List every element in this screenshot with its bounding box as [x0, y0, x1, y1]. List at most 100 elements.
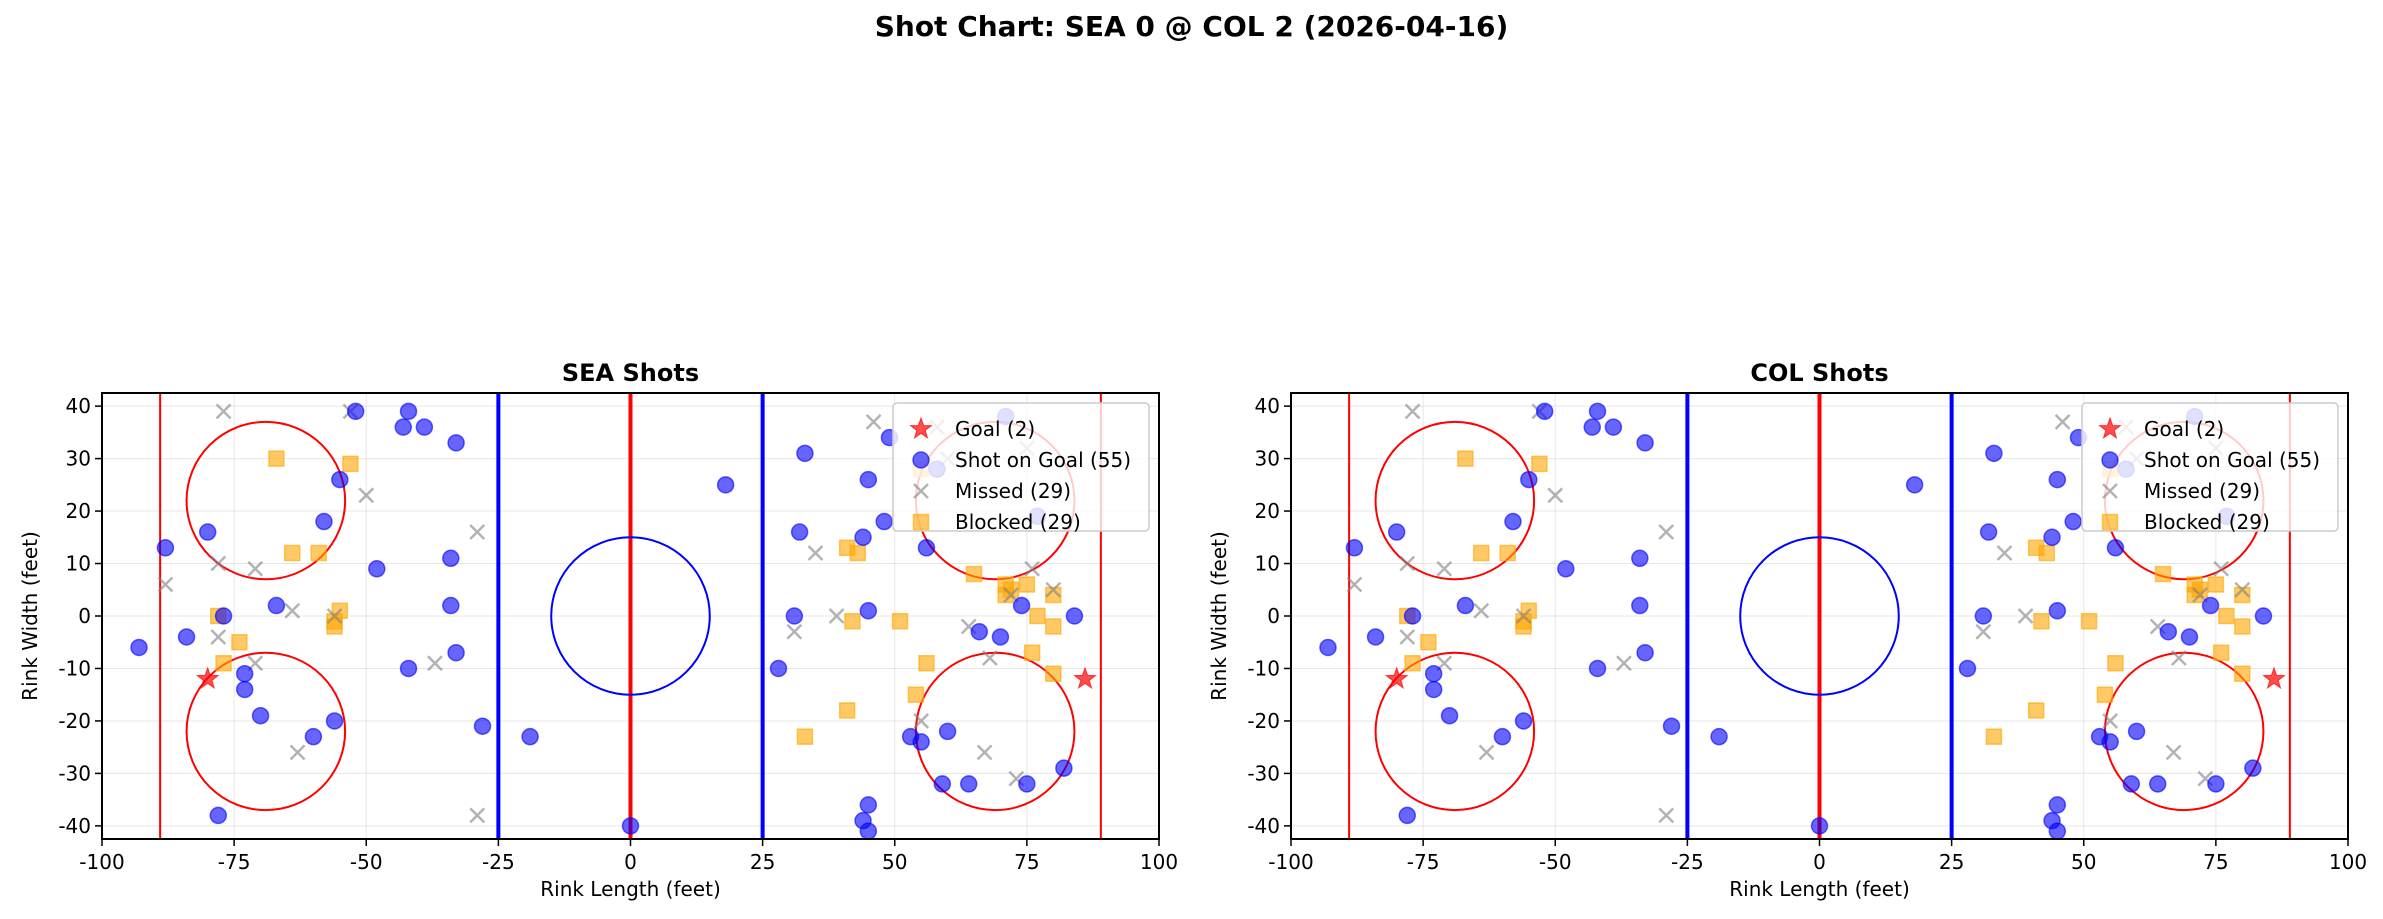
data-point-square	[1045, 586, 1062, 604]
y-tick-label: 0	[78, 604, 91, 628]
data-point-circle	[1985, 444, 2003, 463]
data-point-circle	[2043, 528, 2061, 547]
data-point-x	[976, 744, 993, 761]
data-point-circle	[1398, 806, 1417, 825]
legend-box	[892, 402, 1150, 532]
data-point-circle	[2244, 759, 2262, 777]
data-point-circle	[304, 727, 323, 746]
data-point-square	[2154, 565, 2172, 583]
x-tick-label: 0	[624, 850, 637, 874]
data-point-x	[1024, 560, 1041, 577]
data-point-x	[2017, 608, 2034, 624]
center-faceoff-circle	[1739, 536, 1900, 696]
y-tick-label: -20	[1247, 709, 1280, 733]
data-point-circle	[970, 622, 989, 641]
data-point-circle	[415, 418, 434, 436]
data-point-circle	[1018, 775, 1036, 793]
data-point-square	[2038, 544, 2056, 562]
data-point-circle	[399, 659, 418, 678]
data-point-circle	[769, 659, 788, 678]
data-point-circle	[2148, 775, 2167, 793]
data-point-square	[1531, 455, 1548, 473]
y-tick-label: 20	[1255, 499, 1280, 523]
data-point-square	[1420, 633, 1437, 651]
x-tick-label: -75	[1407, 850, 1440, 874]
data-point-square	[1473, 544, 1490, 562]
y-tick-label: 40	[66, 394, 91, 418]
data-point-x	[427, 655, 443, 672]
y-tick-label: -20	[58, 709, 91, 733]
chart-title: SEA Shots	[562, 359, 699, 387]
data-point-circle	[2048, 822, 2067, 839]
x-tick-label: 25	[1939, 850, 1964, 874]
x-tick-label: -25	[1671, 850, 1704, 874]
data-point-circle	[2106, 539, 2125, 557]
data-point-circle	[2207, 775, 2225, 793]
legend-marker-square	[912, 513, 930, 531]
data-point-x	[210, 555, 227, 572]
x-axis-label: Rink Length (feet)	[1729, 877, 1910, 901]
figure-suptitle: Shot Chart: SEA 0 @ COL 2 (2026-04-16)	[874, 10, 1509, 43]
data-point-x	[2054, 413, 2071, 430]
data-point-circle	[394, 418, 412, 436]
y-tick-label: 0	[1267, 604, 1280, 628]
data-point-square	[231, 633, 248, 651]
x-tick-label: 50	[882, 850, 907, 874]
data-point-x	[210, 629, 227, 645]
data-point-square	[796, 728, 814, 745]
data-point-x	[1515, 608, 1532, 624]
data-point-x	[1473, 602, 1490, 619]
data-point-circle	[2127, 722, 2146, 741]
data-point-square	[965, 565, 983, 583]
data-point-x	[1346, 576, 1363, 593]
data-point-square	[844, 612, 861, 630]
data-point-x	[913, 713, 930, 729]
data-point-circle	[917, 539, 936, 557]
data-point-x	[284, 602, 301, 619]
data-point-circle	[790, 523, 809, 541]
y-tick-label: 20	[66, 499, 91, 523]
data-point-circle	[1424, 664, 1443, 683]
data-point-circle	[331, 470, 349, 489]
data-point-circle	[859, 470, 878, 489]
data-point-x	[2165, 744, 2182, 761]
y-tick-label: 30	[1255, 447, 1280, 471]
data-point-circle	[991, 628, 1010, 646]
data-point-square	[2080, 612, 2098, 630]
data-point-circle	[796, 444, 814, 463]
x-tick-label: -50	[350, 850, 383, 874]
data-point-square	[342, 455, 359, 473]
data-point-x	[2170, 650, 2187, 666]
data-point-circle	[1424, 680, 1443, 699]
data-point-circle	[1535, 402, 1554, 421]
legend-label: Shot on Goal (55)	[955, 448, 1131, 472]
data-point-x	[1975, 623, 1992, 640]
legend-marker-star	[909, 416, 933, 440]
data-point-circle	[1403, 607, 1422, 625]
y-tick-label: -40	[58, 814, 91, 838]
x-axis-label: Rink Length (feet)	[540, 877, 721, 901]
data-point-circle	[1631, 596, 1649, 615]
legend-marker-x	[913, 483, 929, 499]
data-point-x	[981, 650, 998, 666]
x-tick-label: -75	[218, 850, 251, 874]
y-tick-label: -10	[58, 656, 91, 680]
data-point-x	[786, 623, 803, 640]
x-tick-label: 100	[2329, 850, 2367, 874]
y-axis-label: Rink Width (feet)	[1207, 531, 1231, 701]
data-point-circle	[130, 638, 148, 657]
data-point-circle	[1710, 727, 1728, 746]
data-point-square	[215, 654, 232, 672]
x-tick-label: -100	[79, 850, 124, 874]
x-tick-label: 100	[1140, 850, 1178, 874]
y-tick-label: 10	[1255, 552, 1280, 576]
legend-label: Missed (29)	[2144, 479, 2260, 503]
data-point-x	[1478, 744, 1495, 761]
data-points	[130, 402, 1097, 839]
data-point-circle	[1979, 523, 1998, 541]
data-point-circle	[2122, 775, 2141, 793]
data-point-square	[2212, 644, 2230, 661]
data-point-circle	[1345, 539, 1364, 557]
data-point-square	[997, 586, 1014, 604]
